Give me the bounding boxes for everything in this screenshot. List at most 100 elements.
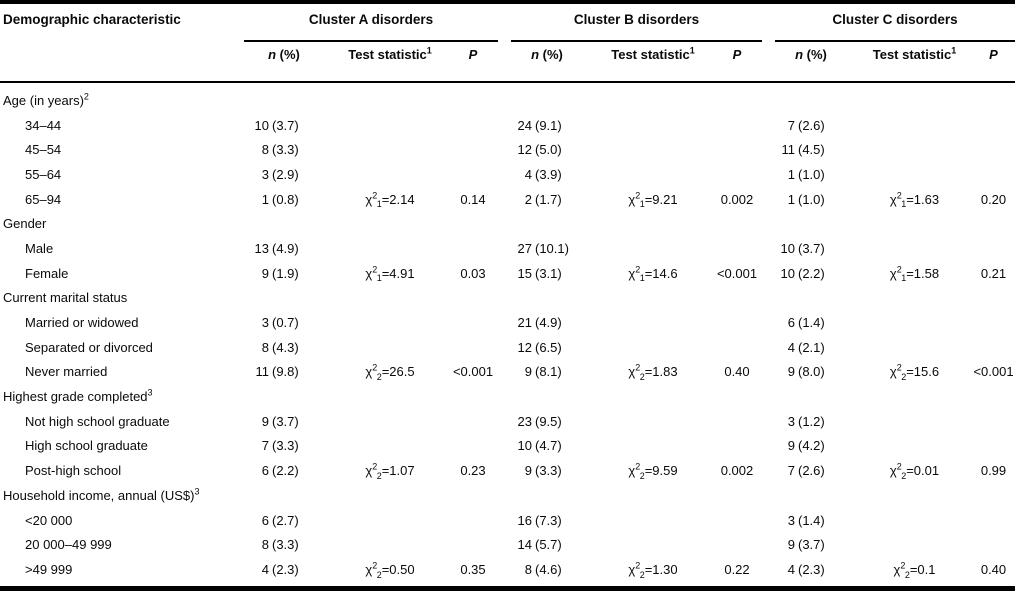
cell-pct: (0.8) (272, 191, 299, 207)
cell-pct: (3.3) (272, 142, 299, 158)
cell-n: 10 (517, 438, 532, 454)
row-label: 45–54 (25, 142, 62, 158)
cell-pct: (10.1) (535, 240, 569, 256)
subheader-p-a: P (468, 47, 478, 62)
cell-pct: (2.7) (272, 512, 299, 528)
row-label: Female (25, 265, 69, 281)
cell-p: 0.99 (980, 463, 1007, 479)
column-header-demographic: Demographic characteristic (3, 12, 181, 27)
cell-pct: (3.7) (272, 117, 299, 133)
subheader-p-c: P (989, 47, 998, 62)
cell-pct: (2.1) (798, 339, 825, 355)
cell-test-statistic: χ21=2.14 (365, 190, 415, 210)
test-statistic-label: Test statistic (348, 47, 427, 62)
cell-pct: (1.0) (798, 166, 825, 182)
footnote-marker: 1 (951, 45, 957, 56)
cell-pct: (8.0) (798, 364, 825, 380)
cell-p: <0.001 (716, 265, 758, 281)
cell-pct: (2.2) (798, 265, 825, 281)
cell-n: 12 (517, 142, 532, 158)
cell-pct: (3.3) (535, 463, 562, 479)
subheader-n-pct-b: n (%) (500, 48, 594, 61)
cell-n: 1 (787, 191, 795, 207)
cell-pct: (1.4) (798, 512, 825, 528)
row-label: <20 000 (25, 512, 73, 528)
cell-pct: (4.5) (798, 142, 825, 158)
cell-pct: (8.1) (535, 364, 562, 380)
subheader-n-pct-a: n (%) (237, 48, 331, 61)
section-row-label: Household income, annual (US$)3 (3, 486, 200, 503)
cell-pct: (9.5) (535, 413, 562, 429)
group-underline-a (244, 40, 498, 42)
cell-test-statistic: χ21=1.58 (889, 264, 940, 284)
top-rule (0, 0, 1015, 4)
cell-pct: (3.7) (798, 240, 825, 256)
cell-n: 11 (781, 142, 796, 158)
subheader-n-pct-c: n (%) (765, 48, 857, 61)
cell-test-statistic: χ21=14.6 (628, 264, 678, 284)
section-row-label: Age (in years)2 (3, 91, 89, 108)
cell-n: 10 (780, 240, 795, 256)
cell-n: 1 (787, 166, 795, 182)
cell-p: 0.03 (460, 265, 486, 281)
cell-pct: (3.7) (272, 413, 299, 429)
row-label: High school graduate (25, 438, 148, 454)
cell-test-statistic: χ22=0.50 (365, 560, 415, 580)
cell-pct: (3.3) (272, 537, 299, 553)
cell-p: 0.22 (724, 561, 750, 577)
cell-pct: (4.2) (798, 438, 825, 454)
cell-test-statistic: χ22=26.5 (365, 363, 415, 382)
cell-test-statistic: χ22=1.30 (628, 560, 678, 580)
row-label: 65–94 (25, 191, 62, 207)
cell-pct: (9.8) (272, 364, 299, 380)
cell-pct: (4.3) (272, 339, 299, 355)
cell-n: 6 (787, 315, 795, 331)
cell-n: 21 (517, 315, 532, 331)
test-statistic-label: Test statistic (872, 47, 952, 62)
cell-n: 4 (787, 339, 795, 355)
cell-p: 0.14 (460, 191, 486, 207)
cell-p: 0.40 (980, 561, 1007, 577)
cell-test-statistic: χ22=0.01 (889, 461, 940, 481)
cell-pct: (1.9) (272, 265, 299, 281)
cell-n: 3 (787, 512, 795, 528)
pct-label: (%) (806, 47, 827, 62)
cell-pct: (1.7) (535, 191, 562, 207)
section-row-label: Highest grade completed3 (3, 387, 153, 405)
cell-n: 27 (517, 240, 532, 256)
row-label: Never married (25, 364, 108, 380)
group-header-cluster-a: Cluster A disorders (308, 12, 434, 27)
pct-label: (%) (279, 47, 300, 62)
cell-n: 9 (261, 413, 269, 429)
cell-n: 1 (261, 191, 269, 207)
group-underline-b (511, 40, 762, 42)
n-symbol: n (795, 47, 804, 62)
table-body: Age (in years)2 34–44 10 (3.7) 24 (9.1) 7 (2.6)… (0, 88, 1015, 582)
cell-n: 14 (517, 537, 532, 553)
section-row-label: Gender (3, 216, 47, 232)
cell-n: 9 (524, 364, 532, 380)
n-symbol: n (268, 47, 277, 62)
cell-n: 9 (787, 537, 795, 553)
cell-pct: (3.9) (535, 166, 562, 182)
cell-p: <0.001 (973, 364, 1014, 380)
subheader-p-b: P (732, 47, 742, 62)
cell-n: 15 (517, 265, 532, 281)
cell-n: 4 (261, 561, 269, 577)
cell-n: 8 (261, 339, 269, 355)
cell-pct: (2.3) (272, 561, 299, 577)
cell-pct: (6.5) (535, 339, 562, 355)
subheader-test-statistic-a: Test statistic1 (331, 46, 449, 62)
group-header-cluster-b: Cluster B disorders (573, 12, 700, 27)
cell-pct: (1.4) (798, 315, 825, 331)
cell-n: 10 (780, 265, 795, 281)
cell-n: 2 (524, 191, 532, 207)
section-row-label: Current marital status (3, 290, 128, 306)
row-label: Post-high school (25, 463, 122, 479)
subheader-row: n (%) Test statistic1 P n (%) Test stati… (0, 45, 1015, 62)
cell-p: 0.35 (460, 561, 486, 577)
cell-test-statistic: χ22=15.6 (889, 363, 940, 382)
cell-n: 11 (255, 364, 270, 380)
group-underline-c (775, 40, 1015, 42)
cell-test-statistic: χ21=4.91 (365, 264, 415, 284)
